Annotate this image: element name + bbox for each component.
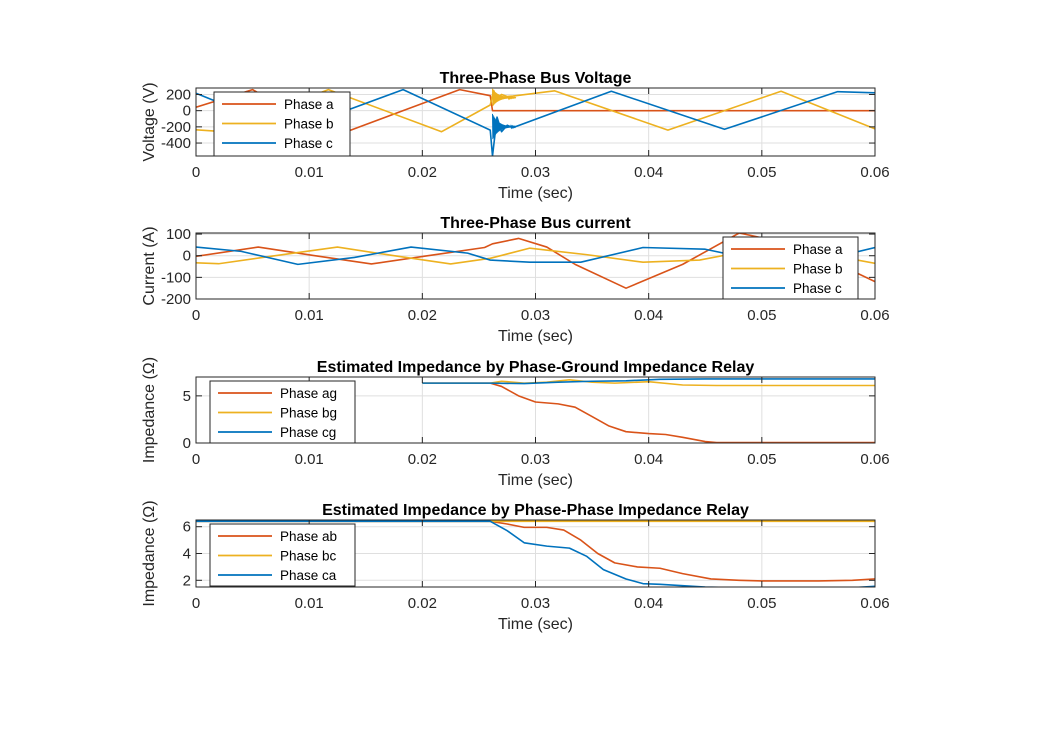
x-tick-label: 0.04 (634, 164, 663, 181)
x-tick-label: 0.06 (860, 595, 889, 612)
subplot-title: Three-Phase Bus Voltage (440, 70, 632, 87)
x-tick-label: 0.02 (408, 164, 437, 181)
legend-entry: Phase a (284, 97, 334, 112)
x-tick-label: 0.02 (408, 451, 437, 468)
x-tick-label: 0.06 (860, 451, 889, 468)
x-tick-label: 0.01 (295, 451, 324, 468)
y-axis-label: Impedance (Ω) (141, 357, 158, 463)
y-tick-label: 100 (166, 226, 191, 243)
legend: Phase ab Phase bc Phase ca (209, 523, 356, 587)
legend: Phase ag Phase bg Phase cg (209, 380, 356, 444)
x-tick-label: 0.01 (295, 595, 324, 612)
x-axis-label: Time (sec) (498, 472, 573, 489)
fault-transient (492, 88, 517, 107)
x-tick-label: 0 (192, 451, 200, 468)
legend-entry: Phase ca (280, 568, 337, 583)
legend-entry: Phase ag (280, 386, 337, 401)
x-tick-label: 0.04 (634, 307, 663, 324)
x-tick-label: 0.04 (634, 451, 663, 468)
x-axis-label: Time (sec) (498, 185, 573, 202)
x-tick-label: 0.05 (747, 451, 776, 468)
y-tick-label: 200 (166, 86, 191, 103)
y-tick-label: 4 (183, 546, 191, 563)
y-axis-label: Impedance (Ω) (141, 500, 158, 606)
legend-entry: Phase b (793, 262, 843, 277)
subplot-1: 0 0.01 0.02 0.03 0.04 0.05 0.06-400-2000200Thr… (141, 70, 890, 202)
legend-entry: Phase ab (280, 529, 337, 544)
x-tick-label: 0.05 (747, 307, 776, 324)
legend-entry: Phase c (284, 136, 333, 151)
y-tick-label: 0 (183, 103, 191, 120)
x-tick-label: 0.03 (521, 595, 550, 612)
y-tick-label: -400 (161, 135, 191, 152)
subplot-3: 0 0.01 0.02 0.03 0.04 0.05 0.06 0 5 Estimated Imp… (141, 357, 890, 489)
x-tick-label: 0.06 (860, 164, 889, 181)
y-axis-label: Current (A) (141, 226, 158, 305)
series-line-phase-ca (196, 520, 875, 587)
y-tick-label: 6 (183, 519, 191, 536)
legend-entry: Phase c (793, 281, 842, 296)
x-tick-label: 0.03 (521, 164, 550, 181)
y-tick-label: 0 (183, 248, 191, 265)
legend: Phase a Phase b Phase c (722, 236, 859, 300)
y-tick-label: 0 (183, 435, 191, 452)
legend-entry: Phase bg (280, 406, 337, 421)
y-tick-label: 2 (183, 572, 191, 589)
y-tick-label: 5 (183, 388, 191, 405)
y-tick-label: -200 (161, 119, 191, 136)
series-line-phase-c (196, 88, 875, 156)
x-axis-label: Time (sec) (498, 616, 573, 633)
subplot-4: 0 0.01 0.02 0.03 0.04 0.05 0.06 2 4 6 Estimated Im… (141, 500, 890, 633)
x-tick-label: 0.01 (295, 307, 324, 324)
x-tick-label: 0.05 (747, 164, 776, 181)
y-tick-label: -200 (161, 291, 191, 308)
subplot-title: Estimated Impedance by Phase-Phase Imped… (322, 502, 749, 519)
series-line-phase-bg (422, 379, 875, 387)
legend: Phase a Phase b Phase c (213, 91, 351, 157)
x-tick-label: 0 (192, 595, 200, 612)
x-axis-label: Time (sec) (498, 328, 573, 345)
x-tick-label: 0 (192, 307, 200, 324)
series-line-phase-cg (422, 378, 875, 385)
x-tick-label: 0.05 (747, 595, 776, 612)
y-tick-label: -100 (161, 269, 191, 286)
fault-transient (492, 113, 517, 140)
y-axis-label: Voltage (V) (141, 82, 158, 161)
legend-entry: Phase bc (280, 549, 337, 564)
legend-entry: Phase a (793, 242, 843, 257)
series-line-phase-ab (196, 520, 875, 582)
legend-entry: Phase cg (280, 425, 336, 440)
x-tick-label: 0.04 (634, 595, 663, 612)
legend-entry: Phase b (284, 117, 334, 132)
subplot-title: Estimated Impedance by Phase-Ground Impe… (317, 359, 755, 376)
x-tick-label: 0.03 (521, 307, 550, 324)
x-tick-label: 0 (192, 164, 200, 181)
x-tick-label: 0.02 (408, 595, 437, 612)
x-tick-label: 0.06 (860, 307, 889, 324)
subplot-2: 0 0.01 0.02 0.03 0.04 0.05 0.06 -200 -100 0 100 Thr… (141, 215, 890, 345)
subplot-title: Three-Phase Bus current (440, 215, 631, 232)
x-tick-label: 0.01 (295, 164, 324, 181)
x-tick-label: 0.02 (408, 307, 437, 324)
series-line-phase-ag (422, 382, 875, 443)
x-tick-label: 0.03 (521, 451, 550, 468)
